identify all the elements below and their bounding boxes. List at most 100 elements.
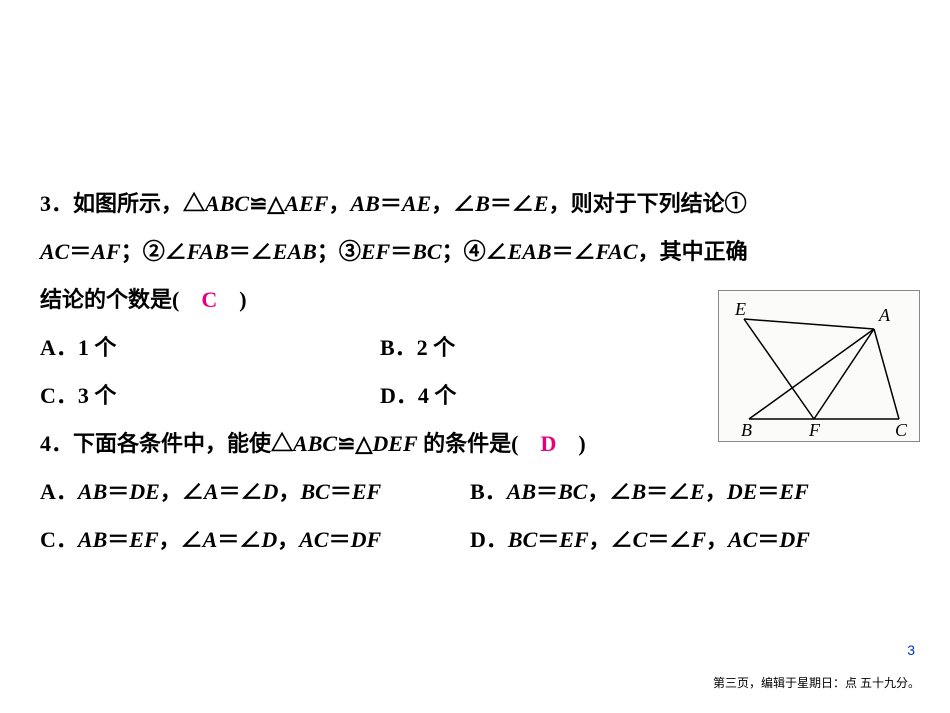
text: ＝ [330,479,352,504]
math: DE [727,479,758,504]
text: ＝ [536,479,558,504]
text: ，∠ [587,479,631,504]
text: ≌ [249,191,267,216]
svg-text:E: E [734,299,746,319]
text: ， [328,191,350,216]
text: ＝∠ [647,527,691,552]
text: ，其中正确 [638,239,748,264]
math: AEF [284,191,328,216]
math: DF [779,527,810,552]
text: B． [470,479,507,504]
text: ＝ [380,191,402,216]
text: 的条件是( [418,431,541,456]
math: EF [352,479,381,504]
math: AC [299,527,328,552]
text: ＝∠ [552,239,596,264]
math: AB [350,191,379,216]
text: ；②∠ [121,239,187,264]
math: AC [728,527,757,552]
text: ， [706,527,728,552]
math: BC [412,239,441,264]
text: ，∠ [431,191,475,216]
text: △ [183,191,205,216]
text: ＝∠ [219,479,263,504]
svg-text:F: F [808,420,821,440]
math: AB [78,527,107,552]
text: 3．如图所示， [40,191,183,216]
math: AF [91,239,120,264]
text: ，∠ [159,527,203,552]
text: ＝∠ [646,479,690,504]
q3-answer: C [201,287,217,312]
text: ＝ [390,239,412,264]
math: F [691,527,706,552]
math: DE [129,479,160,504]
text: △ [271,431,293,456]
text: ；③ [317,239,361,264]
svg-text:C: C [895,420,908,440]
page-footer: 第三页，编辑于星期日：点 五十九分。 [713,674,920,691]
text: ， [278,479,300,504]
math: B [631,479,646,504]
q4-options-row1: A．AB＝DE，∠A＝∠D，BC＝EF B．AB＝BC，∠B＝∠E，DE＝EF [40,468,910,516]
math: AB [507,479,536,504]
text: ， [277,527,299,552]
math: ABC [293,431,337,456]
q4-option-a: A．AB＝DE，∠A＝∠D，BC＝EF [40,468,470,516]
text: ＝ [107,479,129,504]
text: C． [40,527,78,552]
text: ＝ [757,479,779,504]
math: BC [508,527,537,552]
text: ， [705,479,727,504]
math: BC [300,479,329,504]
q4-options-row2: C．AB＝EF，∠A＝∠D，AC＝DF D．BC＝EF，∠C＝∠F，AC＝DF [40,516,910,564]
math: AC [40,239,69,264]
q4-option-d: D．BC＝EF，∠C＝∠F，AC＝DF [470,516,810,564]
q4-answer: D [541,431,557,456]
math: EAB [273,239,317,264]
math: BC [558,479,587,504]
q3-line2: AC＝AF；②∠FAB＝∠EAB；③EF＝BC；④∠EAB＝∠FAC，其中正确 [40,228,910,276]
math: E [690,479,705,504]
math: AB [78,479,107,504]
svg-text:B: B [741,420,752,440]
q3-option-d: D．4 个 [380,372,456,420]
text: ＝∠ [490,191,534,216]
math: EF [129,527,158,552]
text: ，∠ [589,527,633,552]
math: B [475,191,490,216]
text: D． [470,527,508,552]
math: D [263,479,279,504]
math: FAC [596,239,638,264]
math: A [204,479,219,504]
math: EAB [508,239,552,264]
q4-option-c: C．AB＝EF，∠A＝∠D，AC＝DF [40,516,470,564]
text: ) [556,431,585,456]
text: ＝ [69,239,91,264]
math: EF [361,239,390,264]
text: ≌ [337,431,355,456]
q3-option-c: C．3 个 [40,372,380,420]
math: EF [559,527,588,552]
q3-line1: 3．如图所示，△ABC≌△AEF，AB＝AE，∠B＝∠E，则对于下列结论① [40,180,910,228]
text: ，∠ [160,479,204,504]
text: 4．下面各条件中，能使 [40,431,271,456]
math: E [534,191,549,216]
text: △ [356,431,373,456]
math: FAB [187,239,229,264]
text: A． [40,479,78,504]
q3-option-a: A．1 个 [40,324,380,372]
math: EF [779,479,808,504]
math: DF [351,527,382,552]
text: ＝ [757,527,779,552]
text: ) [217,287,246,312]
text: ＝∠ [217,527,261,552]
math: C [633,527,648,552]
text: ＝ [329,527,351,552]
q4-option-b: B．AB＝BC，∠B＝∠E，DE＝EF [470,468,809,516]
page-number: 3 [907,642,915,658]
text: ＝ [107,527,129,552]
geometry-figure: E A B F C [718,290,920,442]
math: D [261,527,277,552]
svg-text:A: A [878,305,891,325]
